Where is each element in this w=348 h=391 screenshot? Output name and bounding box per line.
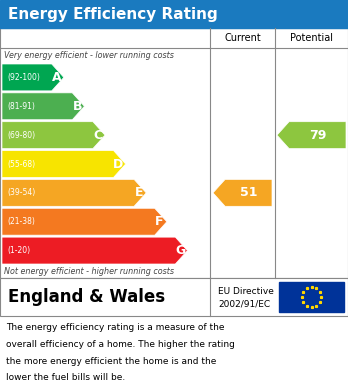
Polygon shape — [2, 93, 85, 120]
Polygon shape — [213, 179, 272, 206]
Text: (39-54): (39-54) — [7, 188, 35, 197]
Bar — [0, 28, 348, 278]
Polygon shape — [2, 179, 146, 206]
Text: 51: 51 — [240, 187, 257, 199]
Text: B: B — [72, 100, 82, 113]
Text: Not energy efficient - higher running costs: Not energy efficient - higher running co… — [4, 267, 174, 276]
Text: The energy efficiency rating is a measure of the: The energy efficiency rating is a measur… — [6, 323, 224, 332]
Text: Very energy efficient - lower running costs: Very energy efficient - lower running co… — [4, 50, 174, 59]
Text: (55-68): (55-68) — [7, 160, 35, 169]
Text: 79: 79 — [309, 129, 326, 142]
Polygon shape — [277, 122, 346, 149]
Text: 2002/91/EC: 2002/91/EC — [218, 300, 270, 308]
Text: D: D — [113, 158, 124, 170]
Text: lower the fuel bills will be.: lower the fuel bills will be. — [6, 373, 125, 382]
Text: F: F — [155, 215, 164, 228]
Bar — [0, 278, 348, 316]
Text: G: G — [175, 244, 185, 257]
Text: (92-100): (92-100) — [7, 73, 40, 82]
Text: (69-80): (69-80) — [7, 131, 35, 140]
Text: (81-91): (81-91) — [7, 102, 35, 111]
Polygon shape — [2, 151, 126, 178]
Text: overall efficiency of a home. The higher the rating: overall efficiency of a home. The higher… — [6, 340, 235, 349]
Bar — [279, 282, 344, 312]
Text: Energy Efficiency Rating: Energy Efficiency Rating — [8, 7, 218, 22]
Text: the more energy efficient the home is and the: the more energy efficient the home is an… — [6, 357, 216, 366]
Polygon shape — [2, 208, 167, 235]
Bar — [0, 0, 348, 28]
Polygon shape — [2, 122, 105, 149]
Text: A: A — [52, 71, 61, 84]
Polygon shape — [2, 64, 64, 91]
Text: C: C — [93, 129, 102, 142]
Text: (1-20): (1-20) — [7, 246, 30, 255]
Polygon shape — [2, 237, 188, 264]
Text: (21-38): (21-38) — [7, 217, 35, 226]
Text: Current: Current — [224, 33, 261, 43]
Text: Potential: Potential — [290, 33, 333, 43]
Text: E: E — [135, 187, 143, 199]
Text: EU Directive: EU Directive — [218, 287, 274, 296]
Text: England & Wales: England & Wales — [8, 288, 165, 306]
